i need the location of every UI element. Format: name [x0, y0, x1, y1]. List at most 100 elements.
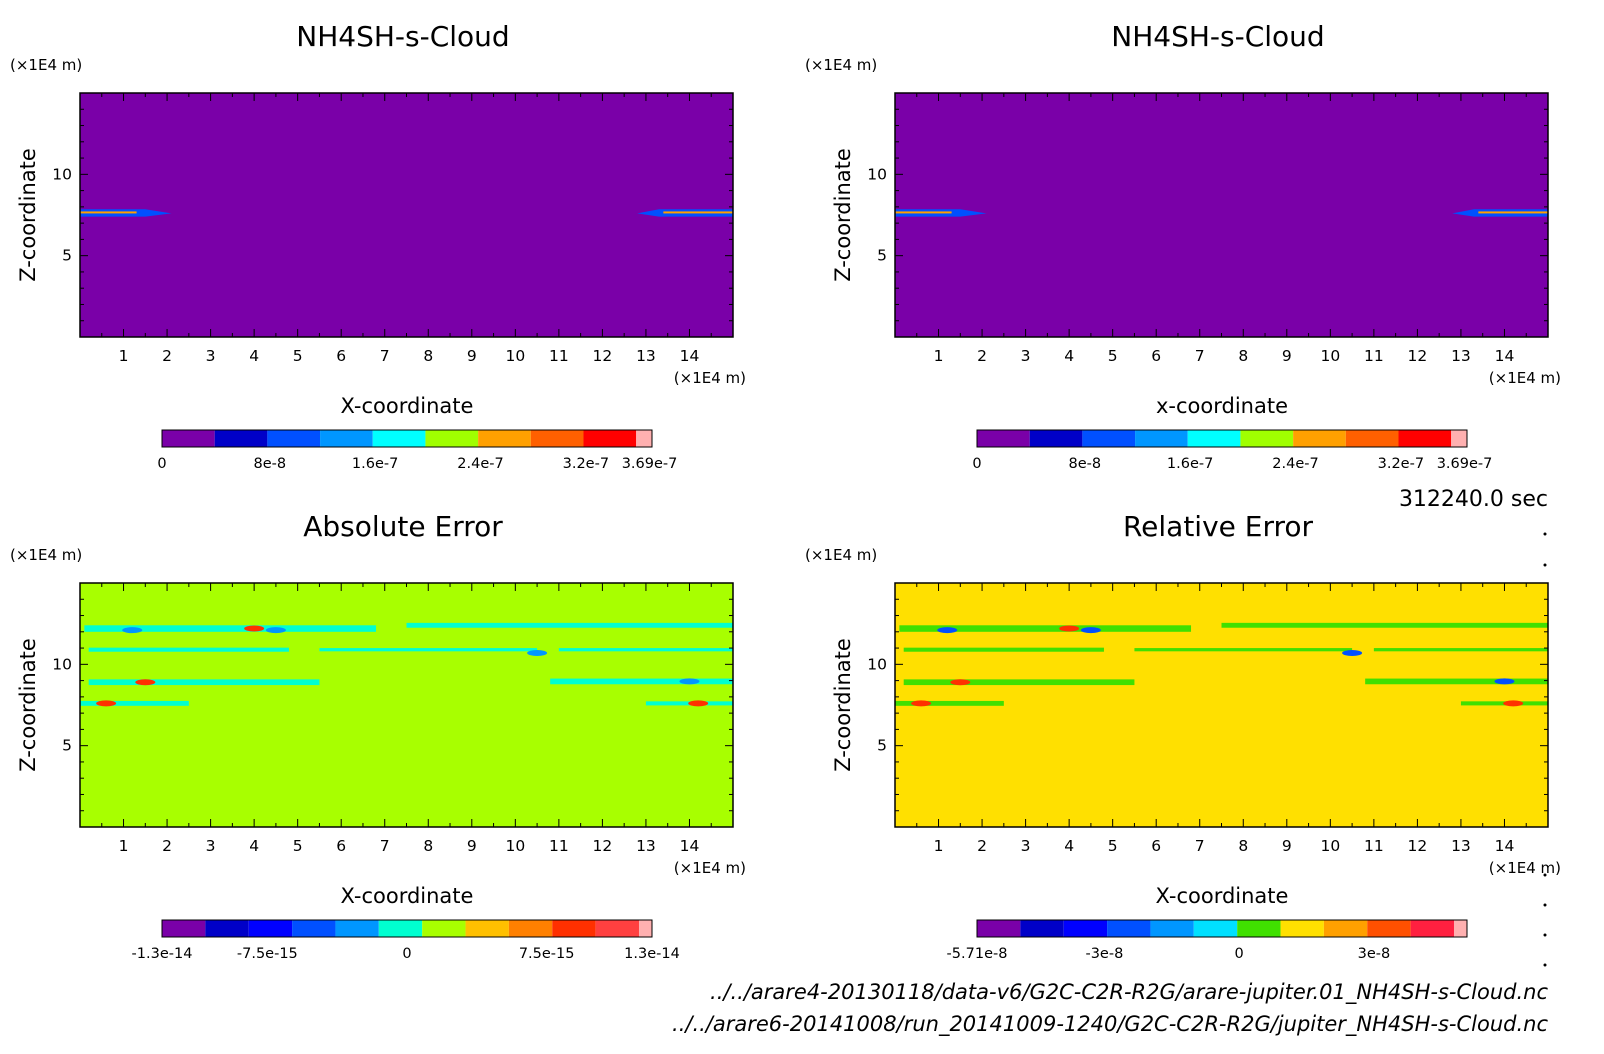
y-tick-label: 5: [62, 247, 72, 265]
colorbar-segment: [530, 430, 584, 447]
colorbar-segment: [205, 920, 249, 937]
panel-2-ylabel: Z-coordinate: [831, 148, 855, 282]
x-tick-label: 10: [505, 837, 525, 855]
x-tick-label: 11: [549, 837, 569, 855]
colorbar-segment: [1237, 920, 1281, 937]
colorbar-segment: [583, 430, 637, 447]
colorbar-segment: [465, 920, 509, 937]
error-band-8: [895, 700, 1004, 706]
y-tick-label: 5: [877, 737, 887, 755]
x-tick-label: 14: [680, 837, 700, 855]
error-blob-2: [1059, 625, 1080, 632]
panel-2-xlabel: x-coordinate: [1156, 394, 1288, 418]
error-band-5: [558, 648, 733, 652]
x-tick-label: 2: [977, 347, 987, 365]
file-path-2: ../../arare6-20141008/run_20141009-1240/…: [672, 1012, 1548, 1037]
colorbar-segment: [1135, 430, 1188, 447]
error-blob-4: [1342, 649, 1363, 656]
panel-4-title: Relative Error: [1123, 510, 1314, 543]
y-tick-label: 10: [52, 165, 72, 183]
x-tick-label: 11: [1364, 347, 1384, 365]
colorbar-label: 8e-8: [1068, 456, 1101, 472]
cloud-core-right: [1478, 211, 1548, 214]
error-band-2: [406, 622, 733, 628]
colorbar-segment: [1293, 430, 1346, 447]
file-path-1: ../../arare4-20130118/data-v6/G2C-C2R-R2…: [710, 980, 1548, 1005]
y-tick-label: 5: [62, 737, 72, 755]
panel-2-xunit: (×1E4 m): [1489, 369, 1561, 387]
colorbar-segment: [977, 920, 1021, 937]
x-tick-label: 7: [380, 837, 390, 855]
error-band-6: [903, 679, 1135, 686]
x-tick-label: 10: [1320, 347, 1340, 365]
colorbar-segment: [1453, 920, 1467, 937]
error-band-8: [80, 700, 189, 706]
error-band-6: [88, 679, 320, 686]
panel-4-yunit: (×1E4 m): [805, 546, 877, 564]
x-tick-label: 8: [423, 347, 433, 365]
time-label: 312240.0 sec: [1399, 487, 1548, 512]
panel-3-yunit: (×1E4 m): [10, 546, 82, 564]
colorbar-segment: [1187, 430, 1241, 447]
colorbar-label: 1.6e-7: [352, 456, 398, 472]
colorbar-segment: [162, 430, 215, 447]
x-tick-label: 5: [293, 837, 303, 855]
x-tick-label: 4: [249, 347, 259, 365]
x-tick-label: 4: [1064, 837, 1074, 855]
x-tick-label: 10: [505, 347, 525, 365]
colorbar-frame: [976, 429, 1468, 448]
heatmap-field: [80, 93, 733, 337]
colorbar-frame: [161, 429, 653, 448]
x-tick-label: 7: [380, 347, 390, 365]
x-tick-label: 2: [162, 347, 172, 365]
x-tick-label: 11: [549, 347, 569, 365]
colorbar-label: 0: [402, 946, 411, 962]
x-tick-label: 2: [162, 837, 172, 855]
colorbar-segment: [1410, 920, 1454, 937]
colorbar-segment: [214, 430, 268, 447]
colorbar-frame: [161, 919, 653, 938]
colorbar-label: 8e-8: [253, 456, 286, 472]
x-tick-label: 1: [934, 347, 944, 365]
colorbar-segment: [162, 920, 206, 937]
x-tick-label: 6: [1151, 347, 1161, 365]
error-band-1: [899, 625, 1192, 632]
x-tick-label: 4: [249, 837, 259, 855]
error-blob-3: [1080, 627, 1101, 634]
colorbar-segment: [1107, 920, 1151, 937]
x-tick-label: 8: [423, 837, 433, 855]
colorbar-segment: [1063, 920, 1108, 937]
x-tick-label: 6: [336, 837, 346, 855]
colorbar-segment: [248, 920, 293, 937]
x-tick-label: 5: [1108, 347, 1118, 365]
colorbar-segment: [267, 430, 321, 447]
colorbar-segment: [478, 430, 531, 447]
colorbar-segment: [1280, 920, 1324, 937]
x-tick-label: 12: [593, 347, 613, 365]
error-band-7: [550, 678, 733, 685]
panel-4-xunit: (×1E4 m): [1489, 859, 1561, 877]
colorbar-segment: [1323, 920, 1368, 937]
x-tick-label: 13: [1451, 837, 1471, 855]
x-tick-label: 7: [1195, 837, 1205, 855]
colorbar-label: 1.3e-14: [624, 946, 680, 962]
x-tick-label: 8: [1238, 347, 1248, 365]
x-tick-label: 6: [336, 347, 346, 365]
colorbar-segment: [1020, 920, 1064, 937]
colorbar-segment: [1345, 430, 1399, 447]
colorbar-segment: [636, 430, 652, 447]
colorbar-label: -7.5e-15: [237, 946, 298, 962]
x-tick-label: 2: [977, 837, 987, 855]
colorbar-label: 3.69e-7: [622, 456, 678, 472]
error-blob-7: [911, 700, 932, 707]
x-tick-label: 1: [934, 837, 944, 855]
cloud-core-left: [80, 211, 137, 214]
colorbar-segment: [422, 920, 466, 937]
error-blob-5: [950, 679, 971, 686]
error-band-5: [1373, 648, 1548, 652]
colorbar-segment: [292, 920, 336, 937]
x-tick-label: 12: [593, 837, 613, 855]
error-blob-8: [1503, 700, 1524, 707]
colorbar-segment: [595, 920, 639, 937]
